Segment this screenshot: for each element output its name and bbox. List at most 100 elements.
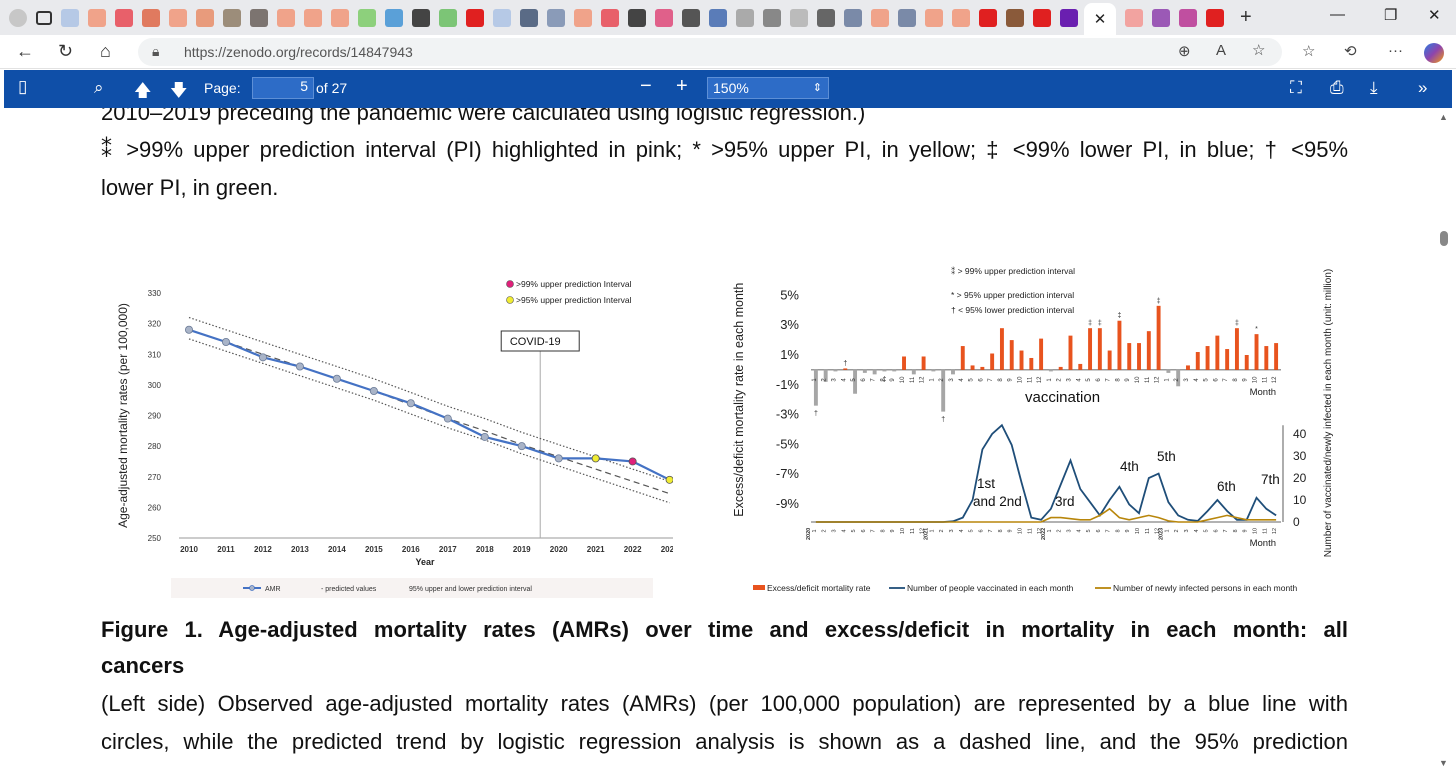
favorite-star-icon[interactable]: ☆ — [1252, 42, 1266, 59]
tab-favicon[interactable] — [763, 8, 781, 27]
tab-favicon[interactable] — [1179, 8, 1197, 27]
excess-bar — [1117, 320, 1122, 370]
tab-favicon[interactable] — [304, 8, 322, 27]
back-icon[interactable]: ← — [16, 41, 34, 61]
tab-favicon[interactable] — [331, 8, 349, 27]
previous-page-icon[interactable]: 🡅 — [134, 81, 152, 100]
tab-favicon[interactable] — [88, 8, 106, 27]
bar-marker: ‡ — [1157, 298, 1161, 305]
active-tab[interactable]: ✕ — [1084, 3, 1116, 35]
new-tab-icon[interactable]: + — [1240, 6, 1252, 28]
month-label: 3 — [1184, 378, 1190, 382]
more-menu-icon[interactable]: ··· — [1388, 42, 1403, 59]
y-tick-label: 1% — [780, 347, 799, 362]
excess-bar — [1146, 331, 1151, 370]
zoom-out-icon[interactable]: − — [640, 75, 652, 97]
history-icon[interactable]: ⟲ — [1344, 43, 1357, 60]
legend-amr-marker — [249, 585, 255, 591]
tab-favicon[interactable] — [358, 8, 376, 27]
tab-favicon[interactable] — [817, 8, 835, 27]
copilot-icon[interactable] — [1424, 43, 1444, 63]
tab-favicon[interactable] — [1033, 8, 1051, 27]
tab-favicon[interactable] — [412, 8, 430, 27]
tab-favicon[interactable] — [601, 8, 619, 27]
tab-favicon[interactable] — [385, 8, 403, 27]
month-axis-label: Month — [1250, 538, 1276, 549]
bar-marker: † — [843, 360, 847, 367]
scrollbar-thumb[interactable] — [1440, 231, 1448, 246]
scroll-down-icon[interactable]: ▼ — [1439, 758, 1448, 768]
minimize-icon[interactable]: — — [1330, 6, 1345, 23]
reload-icon[interactable]: ↻ — [58, 41, 74, 61]
home-icon[interactable]: ⌂ — [100, 41, 111, 61]
scroll-up-icon[interactable]: ▲ — [1439, 112, 1448, 122]
page-number-input[interactable]: 5 — [252, 77, 314, 99]
tab-favicon[interactable] — [277, 8, 295, 27]
vertical-scrollbar[interactable]: ▲ ▼ — [1436, 108, 1452, 774]
tab-favicon[interactable] — [1006, 8, 1024, 27]
zoom-select[interactable]: 150% ⇕ — [707, 77, 829, 99]
zoom-icon[interactable]: ⊕ — [1178, 43, 1191, 60]
close-tab-icon[interactable]: ✕ — [1093, 11, 1107, 28]
tab-favicon[interactable] — [574, 8, 592, 27]
print-icon[interactable]: ⎙ — [1330, 78, 1344, 97]
figure-title: cancers — [101, 653, 185, 678]
lock-icon[interactable]: 🔒︎ — [152, 43, 160, 59]
fullscreen-icon[interactable]: ⛶ — [1290, 78, 1302, 97]
search-icon[interactable]: ⌕ — [94, 78, 104, 97]
tab-favicon[interactable] — [925, 8, 943, 27]
zoom-in-icon[interactable]: + — [676, 75, 688, 97]
bar-marker: ‡ — [1088, 320, 1092, 327]
tab-favicon[interactable] — [898, 8, 916, 27]
tab-favicon[interactable] — [1152, 8, 1170, 27]
excess-bar — [1205, 346, 1210, 370]
x-tick-label: 2014 — [328, 545, 346, 554]
month-label: 1 — [1164, 378, 1170, 382]
tab-favicon[interactable] — [142, 8, 160, 27]
tab-actions-icon[interactable] — [36, 10, 52, 25]
next-page-icon[interactable]: 🡇 — [170, 81, 188, 100]
tab-favicon[interactable] — [844, 8, 862, 27]
month-label-lower: 6 — [1096, 529, 1102, 532]
url-field[interactable]: 🔒︎ https://zenodo.org/records/14847943 ⊕… — [138, 38, 1282, 66]
tab-favicon[interactable] — [1125, 8, 1143, 27]
tab-favicon[interactable] — [196, 8, 214, 27]
tab-favicon[interactable] — [628, 8, 646, 27]
tab-favicon[interactable] — [871, 8, 889, 27]
sidebar-toggle-icon[interactable]: ▯ — [18, 77, 28, 96]
tab-favicon[interactable] — [439, 8, 457, 27]
favorites-icon[interactable]: ☆ — [1302, 43, 1316, 60]
legend-label: * > 95% upper prediction interval — [951, 290, 1074, 300]
tab-favicon[interactable] — [520, 8, 538, 27]
close-window-icon[interactable]: ✕ — [1428, 7, 1441, 24]
month-label-lower: 9 — [1008, 529, 1014, 532]
profile-avatar-icon[interactable] — [9, 8, 27, 27]
tab-favicon[interactable] — [682, 8, 700, 27]
maximize-icon[interactable]: ❐ — [1384, 7, 1398, 24]
tab-favicon[interactable] — [736, 8, 754, 27]
tab-favicon[interactable] — [169, 8, 187, 27]
tab-favicon[interactable] — [709, 8, 727, 27]
tab-favicon[interactable] — [979, 8, 997, 27]
excess-bar — [1186, 365, 1190, 370]
chart-annotation: 5th — [1157, 449, 1176, 464]
tab-favicon[interactable] — [250, 8, 268, 27]
month-label-lower: 8 — [880, 529, 886, 532]
read-aloud-icon[interactable]: A — [1216, 42, 1227, 59]
url-text[interactable]: https://zenodo.org/records/14847943 — [184, 44, 413, 60]
tab-favicon[interactable] — [655, 8, 673, 27]
tab-favicon[interactable] — [1206, 8, 1224, 27]
download-icon[interactable]: ⤓ — [1370, 78, 1378, 97]
tab-favicon[interactable] — [115, 8, 133, 27]
tab-favicon[interactable] — [223, 8, 241, 27]
tab-favicon[interactable] — [493, 8, 511, 27]
month-label: 10 — [1253, 376, 1259, 383]
tab-favicon[interactable] — [466, 8, 484, 27]
tab-favicon[interactable] — [61, 8, 79, 27]
tab-favicon[interactable] — [790, 8, 808, 27]
tools-menu-icon[interactable]: » — [1418, 78, 1428, 97]
tab-favicon[interactable] — [547, 8, 565, 27]
tab-favicon[interactable] — [952, 8, 970, 27]
chevron-updown-icon: ⇕ — [812, 82, 822, 94]
tab-favicon[interactable] — [1060, 8, 1078, 27]
